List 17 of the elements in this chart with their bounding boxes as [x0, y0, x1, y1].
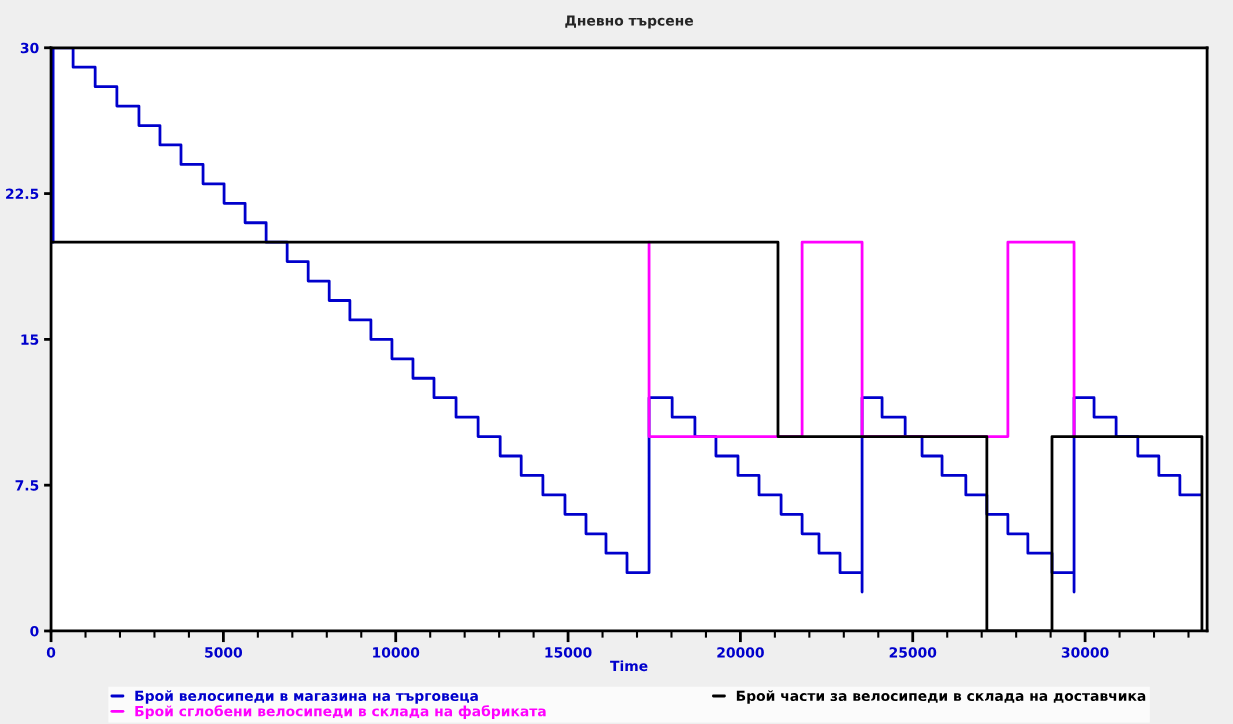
x-tick-label: 10000 [373, 647, 420, 658]
x-tick-label: 20000 [717, 647, 764, 658]
y-tick-label: 15 [21, 334, 39, 345]
legend-label: Брой части за велосипеди в склада на доставчика [736, 690, 1146, 704]
legend-label: Брой сглобени велосипеди в склада на фабриката [135, 705, 546, 720]
y-tick-label: 7.5 [15, 480, 39, 491]
legend-label: Брой велосипеди в магазина на търговеца [135, 690, 478, 704]
y-tick-label: 22.5 [6, 188, 39, 200]
x-tick-label: 30000 [1061, 647, 1109, 658]
x-axis-title: Time [610, 660, 648, 672]
chart-title: Дневно търсене [565, 15, 694, 29]
y-tick-label: 0 [30, 625, 39, 637]
x-tick-label: 15000 [545, 647, 592, 658]
x-tick-label: 0 [46, 647, 56, 658]
x-tick-label: 25000 [889, 647, 937, 658]
y-tick-label: 30 [20, 42, 39, 54]
x-tick-label: 5000 [205, 647, 243, 658]
